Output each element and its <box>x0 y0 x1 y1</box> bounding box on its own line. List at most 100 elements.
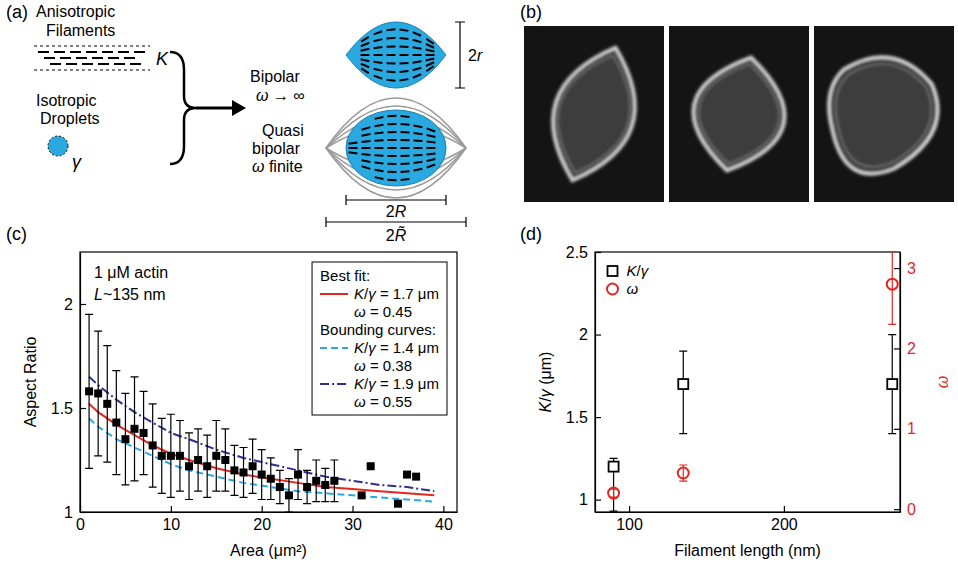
axis-line <box>900 253 901 513</box>
error-bar <box>679 351 687 434</box>
director <box>427 135 436 137</box>
director <box>400 37 409 40</box>
tick-label: 2 <box>579 326 588 343</box>
text-run: Quasi <box>262 122 304 139</box>
error-bar <box>103 346 111 462</box>
director <box>427 147 436 149</box>
axis-line <box>81 512 458 513</box>
filament <box>44 57 55 59</box>
data-point <box>312 477 320 485</box>
error-bar <box>294 450 302 500</box>
director <box>362 153 371 156</box>
droplet <box>48 136 68 156</box>
tick: 200 <box>771 506 798 533</box>
director <box>387 37 396 40</box>
droplet-image <box>829 57 938 174</box>
panel-label: (a) <box>6 2 28 22</box>
data-point <box>403 471 411 479</box>
data-point <box>185 462 193 470</box>
tick: 2 <box>894 340 916 357</box>
error-bar <box>131 377 139 481</box>
axis-title: K/γ (μm) <box>537 352 554 413</box>
text-run: = 1.9 μm <box>376 375 439 392</box>
director <box>413 68 422 70</box>
director <box>362 160 371 162</box>
director <box>375 170 384 171</box>
data-point <box>176 452 184 460</box>
legend-swatch <box>607 284 618 295</box>
error-bar <box>258 450 266 500</box>
tick: 40 <box>435 506 453 533</box>
text-run: (μm) <box>537 352 554 390</box>
data-point <box>140 429 148 437</box>
director <box>388 139 397 141</box>
filament <box>50 63 61 65</box>
error-bar <box>240 448 248 498</box>
director <box>374 69 383 71</box>
micrograph-ground <box>524 26 664 202</box>
error-bar <box>276 470 284 503</box>
filament <box>76 57 87 59</box>
filament-boundary <box>34 70 150 71</box>
error-bar <box>230 445 238 495</box>
tick: 2 <box>579 326 601 343</box>
droplet-image-inner <box>835 64 931 167</box>
data-point <box>131 425 139 433</box>
tick-mark <box>595 500 601 501</box>
text-run: = 0.55 <box>366 393 412 410</box>
legend-header: Best fit: <box>320 267 370 284</box>
error-bar <box>312 460 320 502</box>
tick-label: 10 <box>162 516 180 533</box>
director <box>374 47 383 48</box>
text-run: Isotropic <box>36 92 96 109</box>
director <box>388 131 397 133</box>
director <box>426 49 435 51</box>
tick-label: 0 <box>907 501 916 518</box>
tick: 1.5 <box>51 400 86 417</box>
tick: 100 <box>616 506 643 533</box>
data-point <box>212 452 220 460</box>
text-run: = 1.4 μm <box>376 339 439 356</box>
text-run: K <box>156 49 169 69</box>
error-bar <box>203 435 211 497</box>
text-run: r <box>477 47 483 64</box>
text-run: ~135 nm <box>103 286 166 303</box>
director <box>413 61 422 62</box>
filament <box>66 63 77 65</box>
director <box>374 54 383 56</box>
tick: 2.5 <box>566 244 601 261</box>
tick-label: 2.5 <box>566 244 588 261</box>
data-point <box>303 483 311 491</box>
tick-mark <box>80 304 86 305</box>
data-point <box>240 468 248 476</box>
legend: Best fit:K/γ = 1.7 μmω = 0.45Bounding cu… <box>312 262 447 415</box>
director <box>400 45 409 47</box>
error-bar <box>610 489 618 497</box>
diagram-symbol: K <box>156 49 169 69</box>
director <box>426 66 433 71</box>
tick-mark <box>894 268 900 269</box>
director <box>414 139 423 142</box>
data-point <box>267 475 275 483</box>
director <box>361 37 369 42</box>
text-run: (a) <box>6 2 28 22</box>
error-bar <box>158 418 166 493</box>
text-run: = 0.38 <box>366 357 412 374</box>
legend-entry: ω <box>627 280 639 297</box>
tick-mark <box>80 512 86 513</box>
droplet-image-inner <box>541 45 646 184</box>
error-bar <box>330 460 338 502</box>
text-run: 1 μM actin <box>94 264 168 281</box>
tick: 1 <box>579 491 601 508</box>
arrow-head <box>232 100 246 116</box>
filament <box>118 51 129 53</box>
legend-swatch <box>320 293 348 295</box>
data-point <box>94 389 102 397</box>
text-run: = 0.45 <box>366 303 412 320</box>
director <box>414 154 423 157</box>
error-bar <box>267 458 275 500</box>
director <box>362 140 371 143</box>
data-point <box>887 379 897 389</box>
tick-mark <box>894 429 900 430</box>
tick: 2 <box>64 296 86 313</box>
